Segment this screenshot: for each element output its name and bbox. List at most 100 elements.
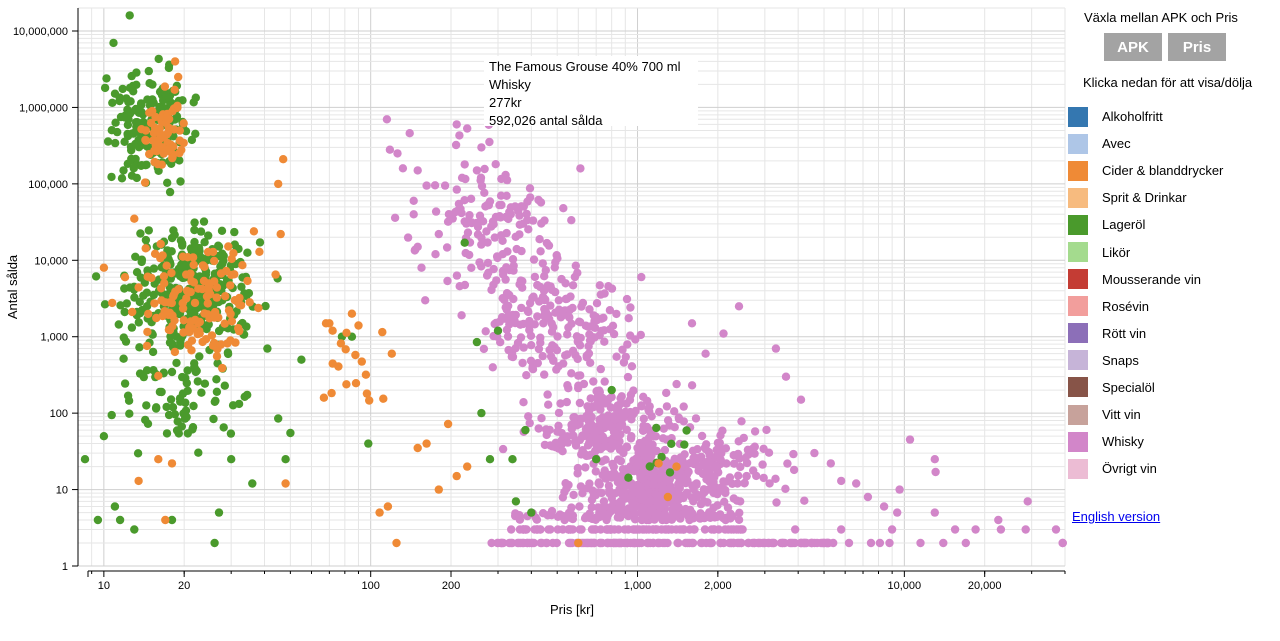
legend-item-likor[interactable]: Likör xyxy=(1068,238,1223,265)
lagerol-point xyxy=(215,251,224,261)
whisky-point xyxy=(472,166,482,175)
cider-point xyxy=(134,476,143,486)
whisky-point xyxy=(636,330,645,340)
whisky-point xyxy=(570,419,579,429)
whisky-point xyxy=(660,445,670,455)
cider-point xyxy=(161,515,170,525)
lagerol-point xyxy=(511,497,521,506)
whisky-point xyxy=(538,509,548,518)
english-version-link[interactable]: English version xyxy=(1072,509,1161,524)
whisky-point xyxy=(687,538,697,548)
lagerol-point xyxy=(137,161,146,170)
whisky-point xyxy=(660,509,669,519)
whisky-point xyxy=(589,377,598,386)
whisky-point xyxy=(640,436,650,446)
tooltip-category: Whisky xyxy=(489,77,531,92)
legend-item-whisky[interactable]: Whisky xyxy=(1068,428,1223,455)
legend-item-avec[interactable]: Avec xyxy=(1068,130,1223,157)
whisky-point xyxy=(585,437,594,446)
lagerol-point xyxy=(212,387,222,396)
axes: 10 20 100 200 1,000 2,000 10,000 20,000 1 10 100 1,… xyxy=(13,8,1066,592)
cider-point xyxy=(422,439,431,448)
lagerol-point xyxy=(223,349,233,359)
whisky-point xyxy=(615,499,625,508)
cider-point xyxy=(130,214,139,223)
legend-item-rott-vin[interactable]: Rött vin xyxy=(1068,320,1223,347)
legend-item-alkoholfritt[interactable]: Alkoholfritt xyxy=(1068,103,1223,130)
lagerol-point xyxy=(120,379,130,388)
whisky-point xyxy=(508,255,518,264)
whisky-point xyxy=(758,460,767,469)
legend-item-ovrigt-vin[interactable]: Övrigt vin xyxy=(1068,455,1223,482)
whisky-point xyxy=(422,181,431,190)
apk-button[interactable]: APK xyxy=(1104,33,1162,61)
whisky-point xyxy=(895,485,904,494)
lagerol-point xyxy=(592,455,601,464)
lagerol-point xyxy=(183,366,192,375)
whisky-point xyxy=(733,479,742,488)
whisky-point xyxy=(719,329,728,338)
whisky-point xyxy=(604,481,614,490)
legend-item-sprit[interactable]: Sprit & Drinkar xyxy=(1068,184,1223,211)
cider-point xyxy=(152,313,161,323)
lagerol-point xyxy=(243,248,252,257)
legend-item-mousserande[interactable]: Mousserande vin xyxy=(1068,266,1223,293)
whisky-point xyxy=(599,497,609,506)
legend-item-specialol[interactable]: Specialöl xyxy=(1068,374,1223,401)
legend-item-snaps[interactable]: Snaps xyxy=(1068,347,1223,374)
lagerol-point xyxy=(130,293,139,302)
whisky-point xyxy=(522,209,531,219)
whisky-point xyxy=(576,333,585,343)
cider-point xyxy=(413,443,422,453)
whisky-point xyxy=(455,282,464,291)
whisky-point xyxy=(810,448,819,458)
legend-swatch xyxy=(1068,404,1088,425)
legend-item-cider[interactable]: Cider & blanddrycker xyxy=(1068,157,1223,184)
legend-label: Snaps xyxy=(1102,352,1139,368)
lagerol-point xyxy=(234,399,244,409)
lagerol-point xyxy=(188,423,198,432)
whisky-point xyxy=(647,412,656,421)
lagerol-point xyxy=(111,138,120,148)
legend-swatch xyxy=(1068,431,1088,452)
cider-point xyxy=(147,273,156,283)
whisky-point xyxy=(403,233,413,242)
pris-button[interactable]: Pris xyxy=(1168,33,1226,61)
whisky-point xyxy=(636,469,646,478)
cider-point xyxy=(362,389,372,398)
cider-point xyxy=(222,266,231,276)
lagerol-point xyxy=(168,403,178,412)
cider-point xyxy=(341,345,350,354)
lagerol-point xyxy=(191,129,200,138)
legend-label: Alkoholfritt xyxy=(1102,109,1163,125)
cider-point xyxy=(245,298,254,307)
legend-item-rosevin[interactable]: Rosévin xyxy=(1068,293,1223,320)
whisky-point xyxy=(582,538,591,548)
whisky-point xyxy=(515,203,524,212)
cider-point xyxy=(158,251,167,260)
legend-label: Whisky xyxy=(1102,434,1144,450)
legend-item-lagerol[interactable]: Lageröl xyxy=(1068,211,1223,238)
lagerol-point xyxy=(167,367,177,377)
cider-point xyxy=(463,462,472,471)
whisky-point xyxy=(689,497,698,506)
x-tick-label: 10,000 xyxy=(888,580,922,592)
lagerol-point xyxy=(274,414,283,423)
whisky-point xyxy=(585,425,594,434)
cider-point xyxy=(160,298,170,307)
cider-point xyxy=(142,341,152,351)
whisky-point xyxy=(589,491,598,500)
cider-point xyxy=(165,325,175,335)
whisky-point xyxy=(610,525,619,534)
legend-item-vitt-vin[interactable]: Vitt vin xyxy=(1068,401,1223,428)
whisky-point xyxy=(546,525,555,534)
whisky-point xyxy=(562,397,571,407)
whisky-point xyxy=(583,402,592,411)
whisky-point xyxy=(709,488,718,498)
legend-label: Specialöl xyxy=(1102,379,1155,395)
whisky-point xyxy=(931,467,940,477)
whisky-point xyxy=(764,448,774,457)
whisky-point xyxy=(734,302,744,311)
whisky-point xyxy=(536,538,545,548)
whisky-point xyxy=(727,525,736,534)
